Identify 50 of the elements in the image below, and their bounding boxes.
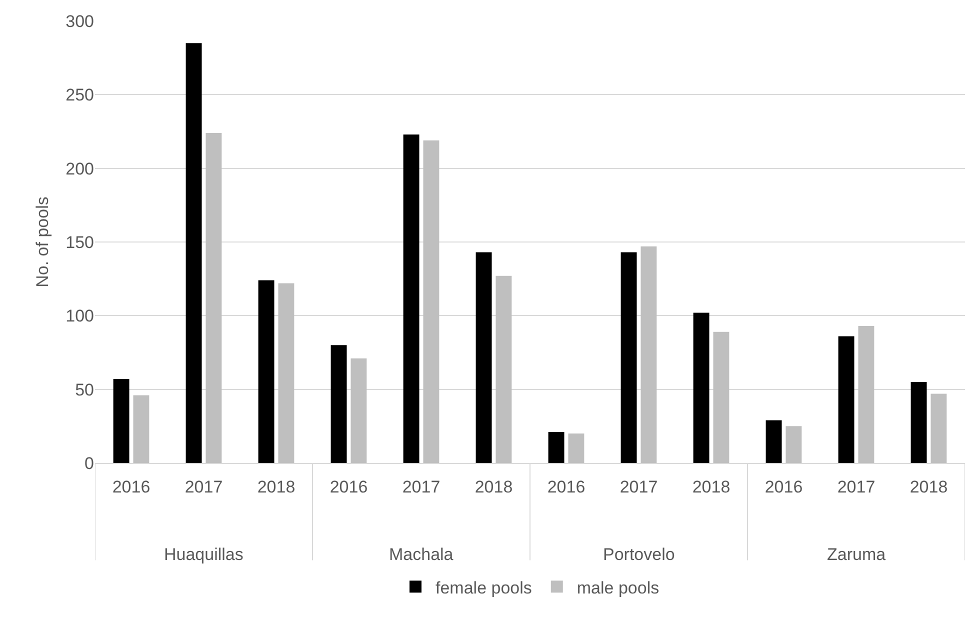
bar — [476, 252, 492, 463]
x-tick-label: 2016 — [764, 477, 803, 496]
bar — [496, 276, 512, 463]
x-tick-label: 2017 — [620, 477, 658, 496]
y-tick-label: 0 — [84, 454, 94, 473]
text: Huaquillas — [164, 545, 244, 564]
bar — [350, 358, 367, 463]
bar — [786, 426, 802, 463]
legend-label: female pools — [436, 578, 532, 598]
bar — [568, 434, 584, 463]
y-tick-label: 100 — [66, 306, 94, 326]
y-tick-label: 50 — [75, 380, 94, 400]
x-tick-label: 2016 — [330, 477, 368, 496]
bar — [548, 432, 564, 463]
bar — [133, 395, 150, 463]
bar — [858, 326, 874, 463]
bar — [930, 394, 947, 463]
x-tick-label: 2017 — [184, 477, 223, 496]
bar — [838, 336, 854, 463]
bar — [640, 246, 657, 463]
y-tick-label: 250 — [66, 86, 94, 105]
x-tick-label: 2018 — [474, 477, 513, 496]
bar — [278, 283, 294, 463]
y-tick-label: 200 — [66, 159, 94, 178]
bar — [113, 379, 130, 463]
y-axis-title: No. of pools — [33, 196, 52, 288]
bar — [713, 332, 730, 463]
bar — [423, 140, 440, 463]
x-tick-label: 2017 — [837, 477, 876, 496]
bar — [620, 252, 637, 463]
text: Portovelo — [603, 545, 675, 564]
x-tick-label: 2017 — [402, 477, 440, 496]
bar — [403, 134, 420, 463]
y-tick-label: 150 — [66, 232, 94, 252]
bar — [910, 382, 927, 463]
bar — [330, 345, 347, 463]
bar — [258, 280, 274, 463]
text: Machala — [389, 545, 454, 564]
bar — [766, 420, 782, 463]
text: Zaruma — [827, 545, 886, 564]
bar — [186, 43, 202, 463]
x-tick-label: 2016 — [112, 477, 150, 496]
x-tick-label: 2018 — [692, 477, 730, 496]
bar — [206, 132, 222, 463]
bar — [693, 312, 710, 463]
x-tick-label: 2018 — [257, 477, 296, 496]
y-tick-label: 300 — [66, 12, 94, 31]
x-tick-label: 2018 — [910, 477, 948, 496]
x-tick-label: 2016 — [547, 477, 586, 496]
legend-label: male pools — [576, 578, 660, 598]
